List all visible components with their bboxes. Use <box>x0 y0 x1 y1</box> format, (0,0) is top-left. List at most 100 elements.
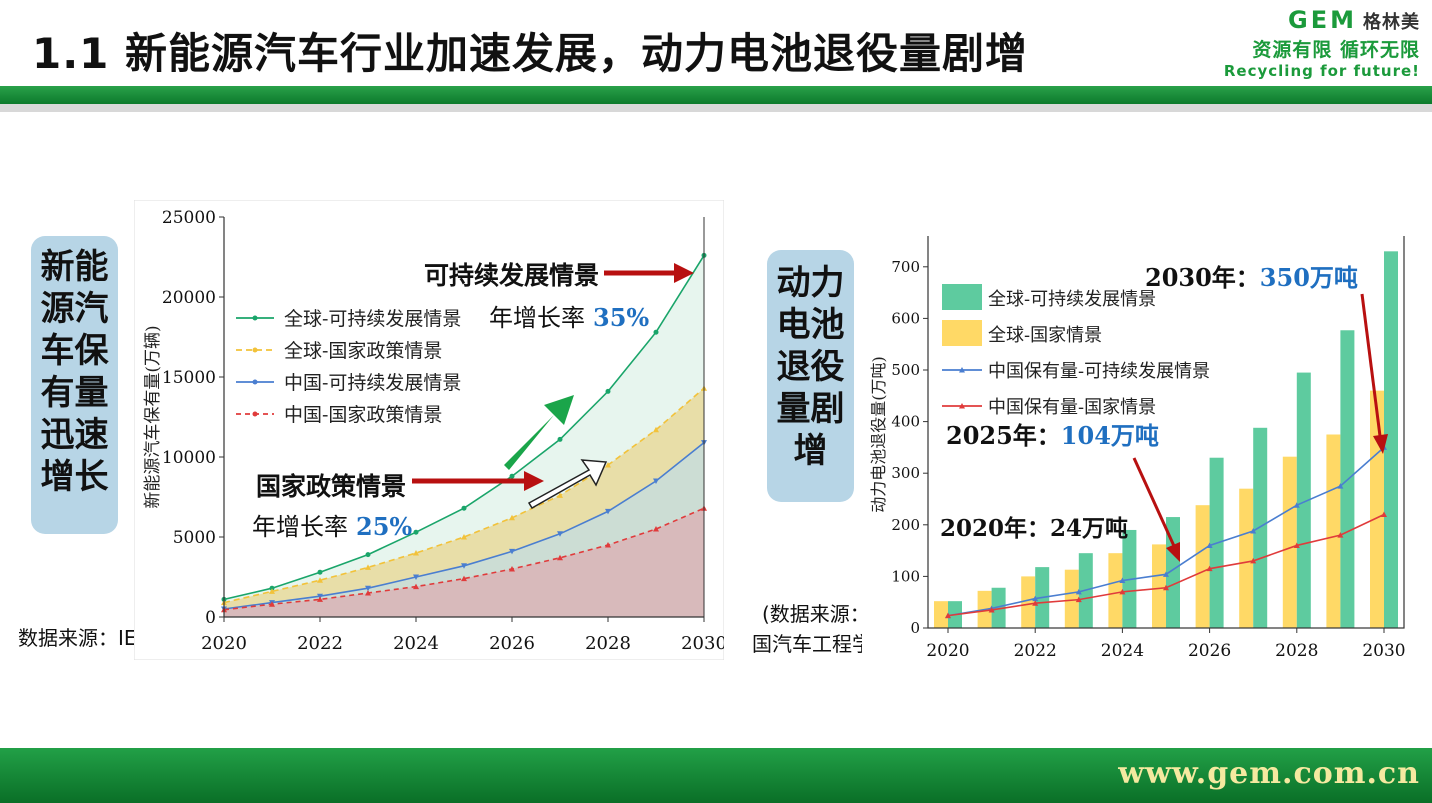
white-trend-arrow <box>527 459 608 510</box>
chart2-point <box>988 606 995 613</box>
chart2-xtick-label: 2030 <box>1362 641 1405 661</box>
chart2-ylabel: 动力电池退役量(万吨) <box>869 356 888 513</box>
chart2-bar-green <box>991 587 1006 628</box>
chart2-bar-green <box>1253 427 1268 628</box>
green-trend-arrow <box>504 395 574 470</box>
chart1-point <box>557 492 563 498</box>
chart2-point <box>1032 595 1039 602</box>
annot-arrow-head <box>1166 542 1180 562</box>
right-label-box: 动力 电池 退役 量剧增 <box>767 250 854 502</box>
header-bar <box>0 86 1432 104</box>
chart2-point <box>1075 588 1082 595</box>
chart2-ytick-label: 500 <box>891 361 920 379</box>
chart2-legend-marker <box>959 367 965 373</box>
chart2-point <box>1206 565 1213 572</box>
chart2-bar-yellow <box>934 601 948 628</box>
chart1-point <box>653 329 659 335</box>
chart1-point <box>317 569 323 575</box>
annot-2020: 2020年：24万吨 <box>940 515 1128 542</box>
chart1-xtick-label: 2026 <box>489 633 535 654</box>
chart2-xtick-label: 2020 <box>926 641 969 661</box>
chart2-point <box>1206 542 1213 548</box>
chart1-legend-label: 全球-国家政策情景 <box>284 340 442 362</box>
right-label-line: 增 <box>793 431 828 471</box>
annot-sustainable: 可持续发展情景 <box>424 261 599 290</box>
chart1-point <box>509 566 515 572</box>
chart1-ytick-label: 10000 <box>162 448 216 468</box>
left-label-line: 有量 <box>40 373 109 413</box>
left-label-line: 新能 <box>40 247 109 287</box>
chart1-ytick-label: 15000 <box>162 368 216 388</box>
chart2-bar-yellow <box>1152 544 1166 628</box>
chart1-point <box>365 590 371 596</box>
chart2-axes-frame <box>927 236 1405 629</box>
chart2-point <box>945 612 951 619</box>
chart2-xtick-label: 2024 <box>1101 641 1144 661</box>
chart1-point <box>413 550 419 556</box>
chart1-point <box>605 542 611 548</box>
chart2-legend-label: 全球-可持续发展情景 <box>988 289 1156 310</box>
chart2-ytick-label: 700 <box>891 258 920 276</box>
chart1-ytick-label: 20000 <box>162 288 216 308</box>
logo-brand: GEM <box>1288 6 1357 34</box>
left-label-line: 源汽 <box>40 289 109 329</box>
chart1-point <box>365 585 371 592</box>
area-4 <box>224 508 704 617</box>
chart1-point <box>605 508 611 515</box>
chart1-point <box>509 514 515 521</box>
chart2-point <box>1250 557 1257 564</box>
chart2-bar-green <box>1384 251 1398 628</box>
chart1-legend-marker <box>252 379 258 385</box>
chart2-point <box>1381 511 1387 517</box>
chart2-legend-marker <box>959 403 965 409</box>
chart1-ytick-label: 0 <box>205 608 216 628</box>
chart1-point <box>461 563 467 569</box>
chart2-ytick-label: 200 <box>891 516 920 534</box>
chart1-ylabel: 新能源汽车保有量(万辆) <box>143 325 163 508</box>
annot-arrow-2030 <box>1360 293 1382 437</box>
chart1-legend-label: 中国-国家政策情景 <box>284 404 442 426</box>
chart1-xtick-label: 2024 <box>393 633 439 654</box>
annot-arrow-head <box>1373 434 1388 454</box>
annot-2030: 2030年：350万吨 <box>1145 263 1358 292</box>
chart1-point <box>317 577 323 583</box>
chart2-point <box>1337 532 1344 538</box>
chart2-ytick-label: 100 <box>891 567 920 585</box>
chart2-legend-swatch <box>942 284 982 310</box>
chart1-point <box>365 552 371 558</box>
chart2-ytick-label: 0 <box>910 619 920 637</box>
chart2-point <box>1337 483 1344 489</box>
chart2-bar-yellow <box>1064 569 1079 628</box>
chart1-point <box>653 526 659 532</box>
chart2-point <box>1163 584 1169 591</box>
chart2-bar-yellow <box>1108 553 1123 628</box>
chart1-xtick-label: 2028 <box>585 633 631 654</box>
annot-2025: 2025年：104万吨 <box>946 421 1159 450</box>
gem-logo: GEM 格林美 资源有限 循环无限 Recycling for future! <box>1190 6 1420 84</box>
chart2-bar-yellow <box>1021 576 1036 628</box>
annot-policy: 国家政策情景 <box>256 472 406 501</box>
chart1-point <box>317 596 323 602</box>
annot-policy-rate: 年增长率 25% <box>252 512 412 541</box>
chart2-bar-yellow <box>1195 505 1210 628</box>
annot-arrow-head <box>524 471 544 491</box>
page-title: 1.1 新能源汽车行业加速发展，动力电池退役量剧增 <box>32 29 1029 78</box>
chart1-point <box>605 388 611 394</box>
chart2-bar-yellow <box>1370 390 1384 628</box>
chart2-point <box>1119 588 1126 595</box>
footer-bar: www.gem.com.cn <box>0 748 1432 803</box>
chart2-ytick-label: 400 <box>891 413 920 431</box>
chart1-point <box>461 534 467 540</box>
chart1-point <box>509 548 515 555</box>
chart1-point <box>557 531 563 537</box>
right-label-line: 电池 <box>776 305 845 345</box>
logo-slogan: 资源有限 循环无限 <box>1252 39 1420 61</box>
chart1-ytick-label: 5000 <box>173 528 216 548</box>
annot-arrow-2025 <box>1132 457 1176 547</box>
chart1-point <box>413 529 419 535</box>
right-label-line: 量剧 <box>776 389 845 429</box>
chart2-xtick-label: 2022 <box>1014 641 1057 661</box>
logo-tagline: Recycling for future! <box>1223 62 1420 80</box>
chart1-ytick-label: 25000 <box>162 208 216 228</box>
left-source: 数据来源：IEA <box>18 626 151 650</box>
